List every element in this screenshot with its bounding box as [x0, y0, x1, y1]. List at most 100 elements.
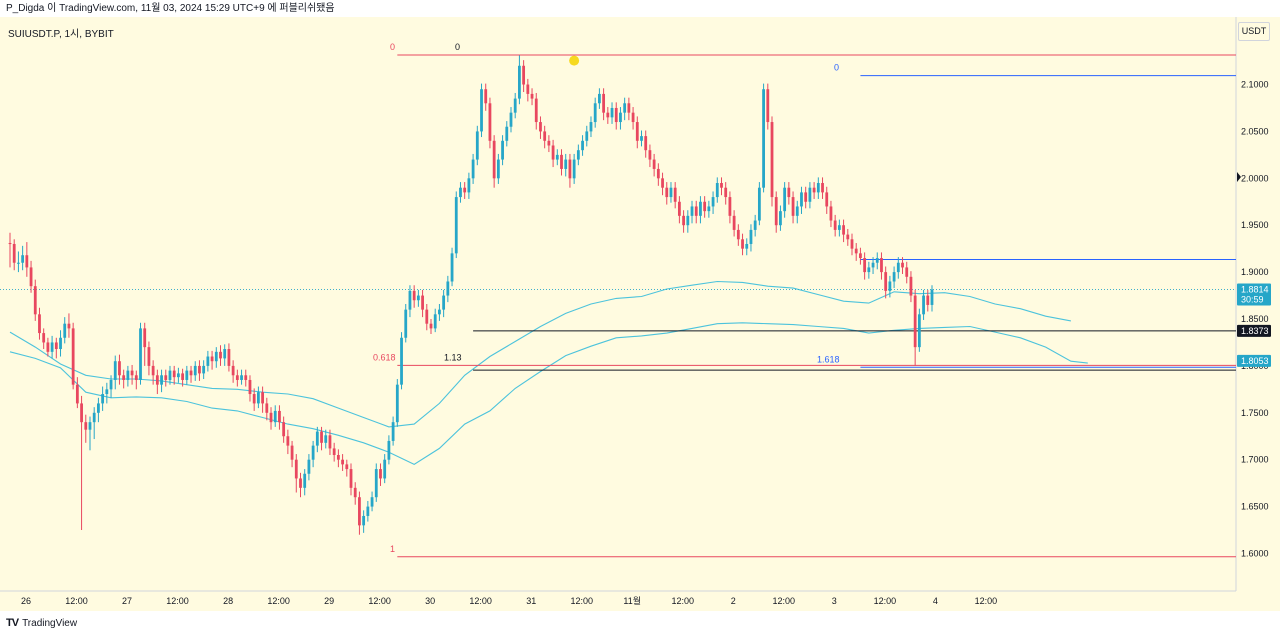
candle-body [829, 206, 833, 221]
price-axis[interactable]: 2.15002.10002.05002.00001.95001.90001.85… [1237, 33, 1271, 559]
candle-body [172, 370, 176, 378]
candle-body [273, 410, 277, 423]
candle [122, 369, 126, 389]
candle [29, 260, 33, 293]
candle-body [118, 361, 121, 376]
candle-body [926, 295, 930, 305]
candle [488, 97, 492, 149]
symbol-label[interactable]: SUIUSDT.P, 1시, BYBIT [8, 29, 114, 40]
candle [585, 125, 589, 147]
candle-body [703, 201, 707, 212]
candle [568, 153, 572, 188]
candle-body [286, 436, 290, 446]
candle [724, 182, 728, 205]
candle [555, 149, 559, 166]
candle [551, 139, 555, 168]
candle-body [332, 448, 336, 456]
candle-body [842, 225, 845, 235]
candle [408, 285, 412, 318]
currency-button[interactable]: USDT [1238, 22, 1270, 41]
candle-body [804, 192, 808, 202]
candle [783, 182, 787, 218]
candle-body [741, 239, 744, 249]
time-axis[interactable]: 26 12:00 27 12:00 28 12:00 29 12:00 30 12:00 31 12:… [21, 595, 997, 606]
tradingview-logo[interactable]: TV TradingView [6, 617, 77, 629]
candle-body [374, 469, 378, 498]
candle-body [429, 323, 433, 329]
candle-body [235, 375, 239, 380]
price-label-text: 1.8814 [1241, 285, 1269, 295]
candle-body [265, 403, 269, 413]
candle [433, 308, 437, 333]
candle-body [416, 295, 420, 301]
candle-body [151, 365, 155, 376]
candle-body [240, 375, 243, 380]
candle [669, 182, 673, 203]
candle-body [484, 89, 488, 104]
candle [859, 247, 862, 265]
candle [438, 304, 441, 321]
band-upper-line [9, 280, 1072, 428]
fib-label: 1.618 [817, 354, 840, 364]
candle [867, 261, 871, 279]
price-tick-label: 1.7000 [1241, 455, 1269, 465]
candle-body [38, 314, 41, 334]
time-tick-label: 12:00 [874, 596, 897, 606]
candle-body [475, 131, 479, 160]
candle [816, 177, 820, 199]
candle-body [206, 356, 210, 366]
candle [168, 365, 172, 385]
candle [459, 182, 462, 203]
candle [223, 344, 227, 366]
candle [715, 177, 719, 203]
candle [572, 153, 576, 184]
candle [244, 369, 248, 387]
candle [518, 55, 521, 105]
candle [189, 365, 193, 383]
price-label-dark: 1.8373 [1237, 324, 1271, 337]
candle [547, 135, 551, 153]
candle [387, 435, 391, 465]
candle-body [425, 309, 429, 324]
candle-body [648, 150, 652, 160]
candle-body [762, 89, 765, 188]
candle [884, 266, 888, 299]
price-tick-label: 1.6500 [1241, 502, 1269, 512]
candle-body [821, 183, 824, 193]
candle-body [753, 220, 757, 230]
candle-body [80, 403, 83, 423]
candle-body [505, 126, 509, 141]
fib-label: 1 [390, 544, 395, 554]
candle [627, 97, 631, 121]
candle [33, 279, 37, 321]
candle-body [105, 389, 109, 395]
candle-body [770, 122, 774, 198]
candle-body [46, 342, 50, 352]
candle-body [126, 370, 130, 380]
candle-body [248, 379, 252, 395]
candle-body [278, 410, 281, 423]
fib-label: 0 [390, 42, 395, 52]
candle-body [623, 103, 627, 113]
candle [126, 365, 130, 387]
candle [791, 191, 795, 224]
time-tick-label: 30 [425, 596, 435, 606]
candle-body [101, 394, 105, 404]
candle [97, 397, 100, 423]
candle-body [909, 276, 913, 296]
candle-body [833, 220, 837, 230]
candle [265, 397, 269, 421]
candle [362, 510, 366, 533]
candle-body [640, 136, 643, 141]
candle [736, 224, 740, 246]
candle [665, 182, 669, 205]
candle [926, 289, 930, 312]
candle-body [261, 392, 264, 404]
candle-body [345, 464, 349, 470]
candle [379, 463, 382, 486]
footer: TV TradingView [0, 611, 1280, 634]
candle [50, 335, 54, 359]
candle-body [122, 375, 126, 380]
